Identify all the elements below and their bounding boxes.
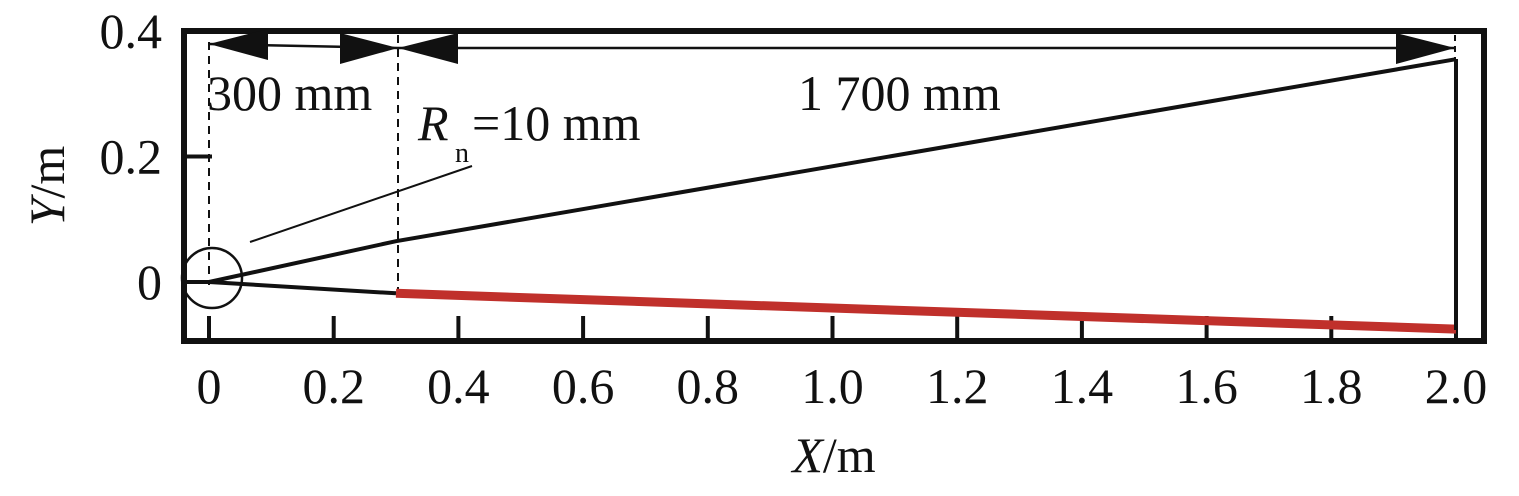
dimension-300mm — [208, 29, 399, 64]
dimension-1700mm — [398, 33, 1455, 64]
radius-value: =10 mm — [472, 95, 641, 151]
x-tick-label: 0.6 — [552, 358, 615, 414]
x-tick-label: 2.0 — [1425, 358, 1488, 414]
x-tick-label: 1.2 — [926, 358, 989, 414]
radius-label: R =10 mm — [417, 95, 641, 151]
x-tick-labels: 0 0.2 0.4 0.6 0.8 1.0 1.2 1.4 1.6 1.8 2.0 — [197, 358, 1488, 414]
x-tick-label: 0.2 — [302, 358, 365, 414]
y-tick-labels: 0 0.2 0.4 — [100, 3, 163, 310]
y-tick-label: 0.2 — [100, 129, 163, 185]
y-axis-title: Y/m — [19, 146, 75, 227]
x-tick-label: 0 — [197, 358, 222, 414]
profile-line-3 — [395, 288, 1457, 334]
arrowhead-left-icon — [398, 33, 458, 64]
dimension-300mm-label: 300 mm — [207, 65, 372, 121]
radius-leader-line — [249, 165, 473, 243]
x-axis-title: X/m — [790, 427, 875, 483]
x-tick-label: 1.4 — [1051, 358, 1114, 414]
radius-subscript: n — [455, 138, 469, 169]
profile-line-2 — [208, 280, 397, 296]
arrowhead-right-icon — [340, 33, 398, 64]
x-tick-label: 1.6 — [1175, 358, 1238, 414]
x-tick-label: 1.0 — [801, 358, 864, 414]
profile-curves — [186, 57, 1457, 334]
profile-line-1 — [208, 57, 1457, 284]
x-tick-label: 0.4 — [427, 358, 490, 414]
nose-radius-circle — [180, 246, 244, 310]
radius-symbol: R — [417, 95, 449, 151]
x-tick-label: 0.8 — [677, 358, 740, 414]
x-tick-label: 1.8 — [1300, 358, 1363, 414]
arrowhead-left-icon — [209, 29, 268, 60]
y-tick-label: 0.4 — [100, 3, 163, 59]
dimension-1700mm-label: 1 700 mm — [798, 65, 1001, 121]
y-tick-label: 0 — [137, 254, 162, 310]
arrowhead-right-icon — [1396, 33, 1455, 64]
